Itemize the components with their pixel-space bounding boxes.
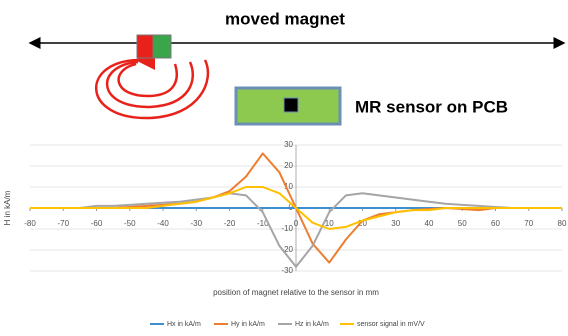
sensor-label: MR sensor on PCB — [355, 97, 508, 116]
field-lines — [95, 49, 210, 120]
legend-label: Hx in kA/m — [167, 321, 201, 328]
x-tick-label: 80 — [558, 219, 567, 228]
y-tick-label: -10 — [281, 224, 293, 233]
x-tick-label: 20 — [358, 219, 367, 228]
x-tick-label: -30 — [190, 219, 202, 228]
legend-label: Hz in kA/m — [295, 321, 329, 328]
y-tick-label: -30 — [281, 266, 293, 275]
y-axis-label: H in kA/m — [3, 190, 12, 225]
mr-sensor — [283, 97, 299, 113]
series-line — [30, 192, 562, 268]
y-tick-label: 20 — [284, 161, 293, 170]
x-tick-label: 40 — [425, 219, 434, 228]
x-tick-label: 0 — [294, 219, 299, 228]
x-tick-label: -40 — [157, 219, 169, 228]
x-tick-label: -60 — [91, 219, 103, 228]
x-tick-label: 30 — [391, 219, 400, 228]
x-tick-label: -10 — [257, 219, 269, 228]
y-tick-label: 30 — [284, 140, 293, 149]
legend-label: sensor signal in mV/V — [357, 321, 425, 328]
y-tick-label: 10 — [284, 182, 293, 191]
magnet-south — [152, 34, 172, 59]
y-tick-label: -20 — [281, 245, 293, 254]
x-tick-label: 50 — [458, 219, 467, 228]
x-tick-label: 60 — [491, 219, 500, 228]
x-tick-label: 10 — [325, 219, 334, 228]
x-tick-label: 70 — [524, 219, 533, 228]
series-line — [30, 186, 562, 230]
x-tick-label: -50 — [124, 219, 136, 228]
legend-label: Hy in kA/m — [231, 321, 265, 328]
x-tick-label: -20 — [224, 219, 236, 228]
magnet-label: moved magnet — [225, 9, 345, 28]
magnet-north — [136, 34, 154, 59]
x-tick-label: -70 — [57, 219, 69, 228]
x-axis-label: position of magnet relative to the senso… — [213, 288, 379, 297]
x-tick-label: -80 — [24, 219, 36, 228]
